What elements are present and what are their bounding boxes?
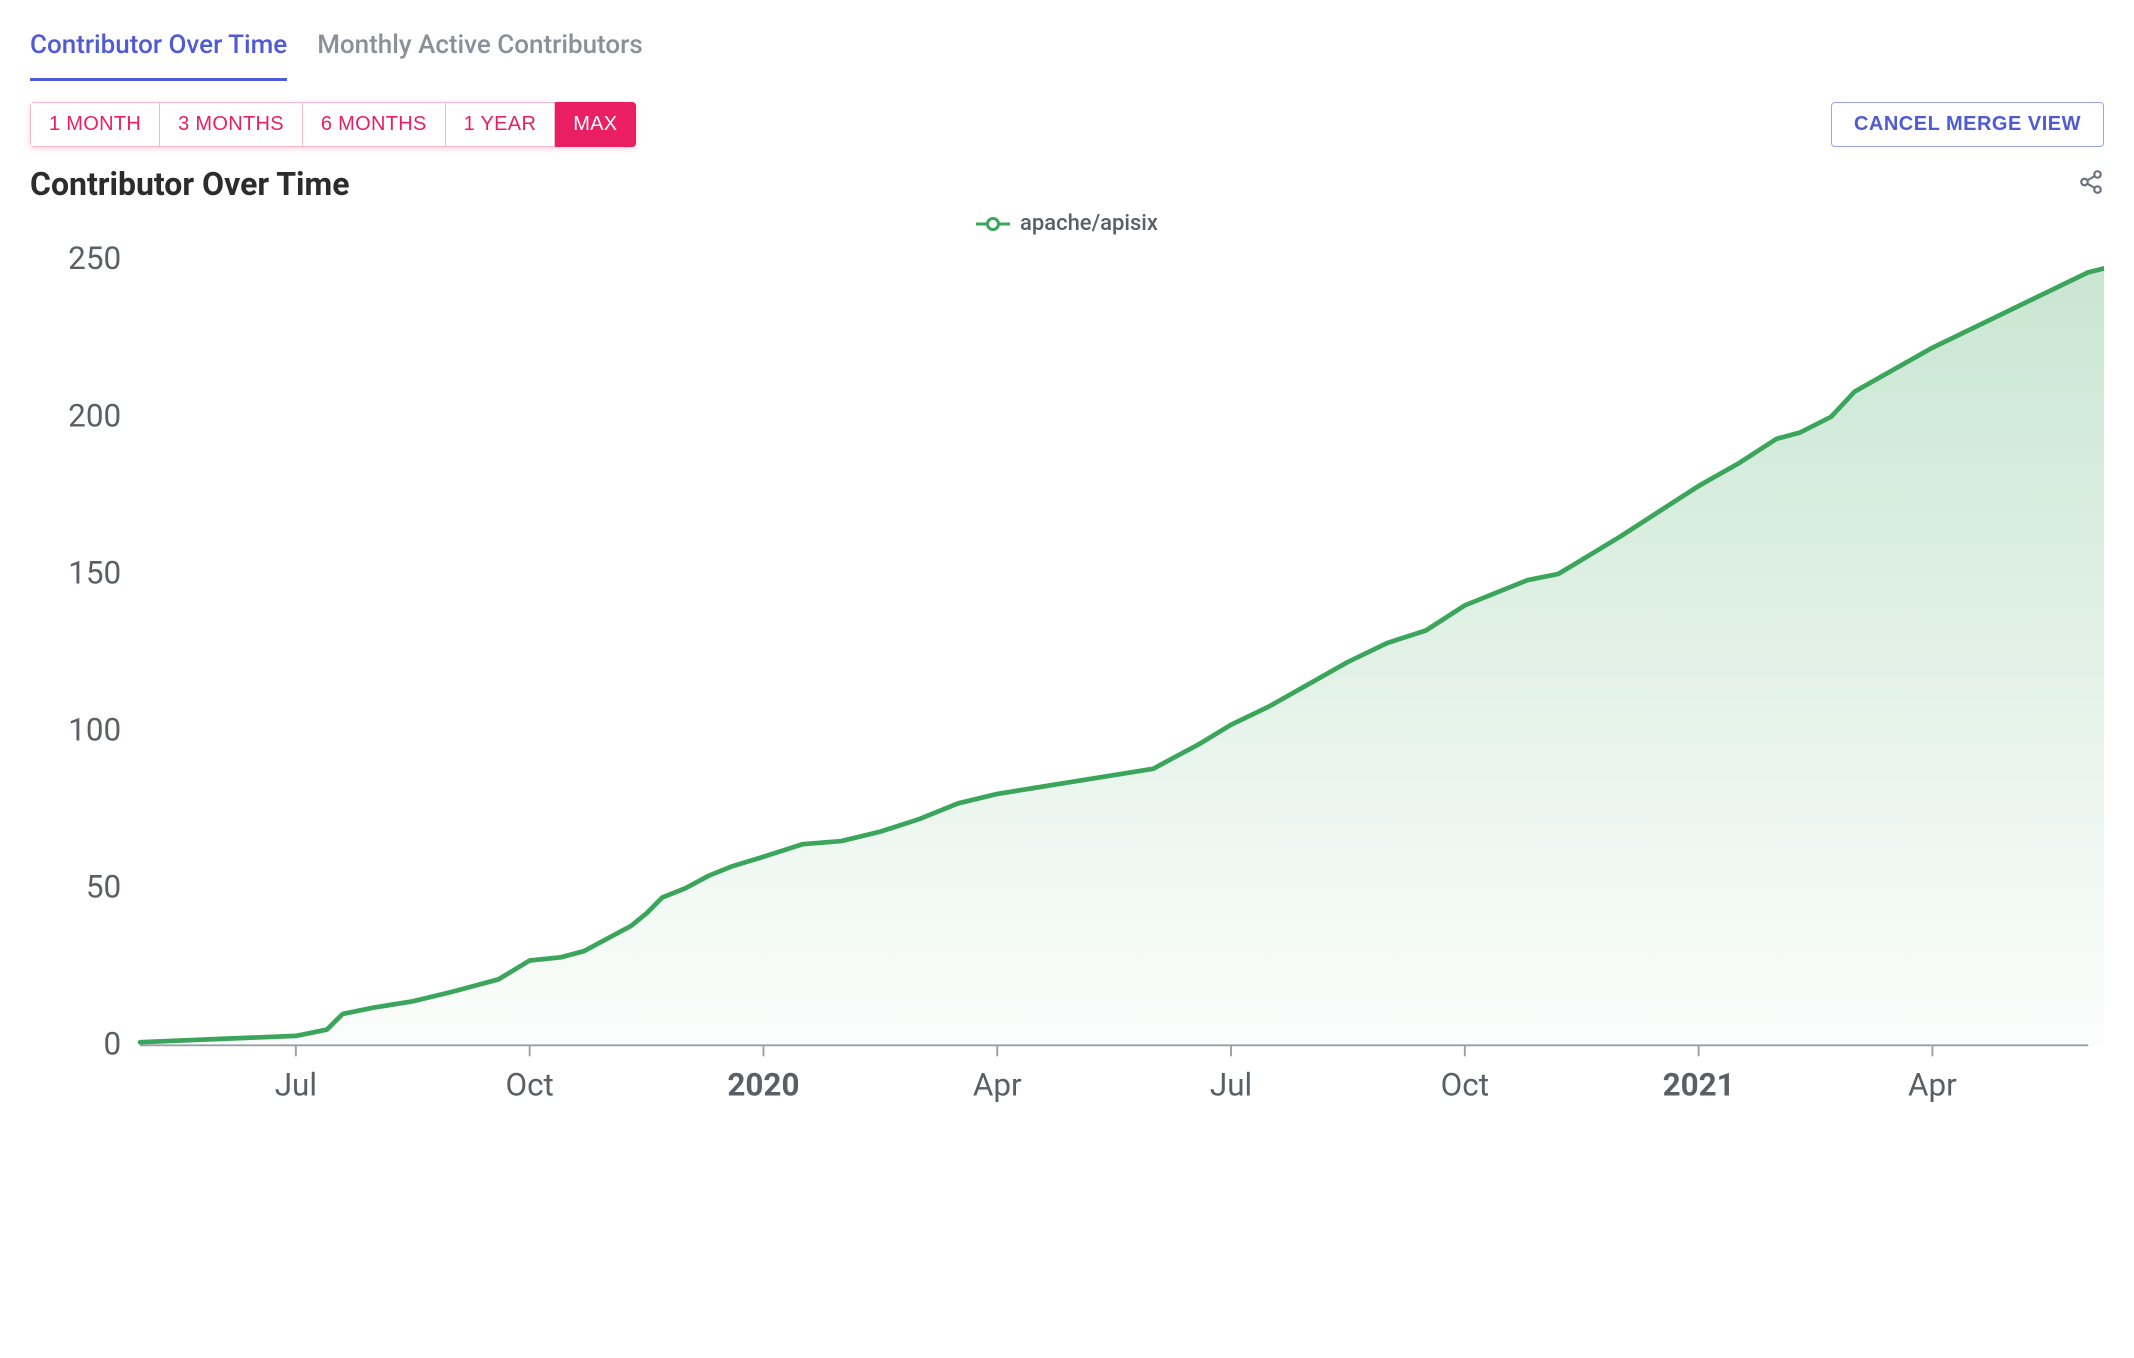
range-3-months[interactable]: 3 MONTHS: [160, 102, 303, 147]
controls-row: 1 MONTH 3 MONTHS 6 MONTHS 1 YEAR MAX CAN…: [30, 102, 2104, 147]
svg-text:Jul: Jul: [275, 1067, 317, 1104]
range-max[interactable]: MAX: [555, 102, 636, 147]
area-chart: 0 50 100 150 200 250 Jul Oct 2020 Apr Jul Oct 2021 Ap…: [30, 244, 2104, 1124]
svg-text:100: 100: [68, 712, 121, 749]
tab-contributor-over-time[interactable]: Contributor Over Time: [30, 20, 287, 81]
title-row: Contributor Over Time: [30, 165, 2104, 203]
svg-text:200: 200: [68, 397, 121, 434]
range-group: 1 MONTH 3 MONTHS 6 MONTHS 1 YEAR MAX: [30, 102, 636, 147]
svg-text:50: 50: [86, 869, 121, 906]
svg-text:Apr: Apr: [973, 1067, 1022, 1104]
chart-legend: apache/apisix: [30, 211, 2104, 236]
svg-text:150: 150: [68, 554, 121, 591]
chart-container: 0 50 100 150 200 250 Jul Oct 2020 Apr Jul Oct 2021 Ap…: [30, 244, 2104, 1124]
chart-title: Contributor Over Time: [30, 165, 350, 203]
svg-text:Apr: Apr: [1908, 1067, 1957, 1104]
cancel-merge-view-button[interactable]: CANCEL MERGE VIEW: [1831, 102, 2104, 147]
range-1-month[interactable]: 1 MONTH: [30, 102, 160, 147]
svg-text:250: 250: [68, 244, 121, 277]
share-icon[interactable]: [2078, 169, 2104, 199]
legend-label: apache/apisix: [1020, 211, 1158, 236]
svg-text:0: 0: [103, 1026, 121, 1063]
range-1-year[interactable]: 1 YEAR: [446, 102, 556, 147]
tabs-bar: Contributor Over Time Monthly Active Con…: [30, 20, 2104, 82]
svg-text:2021: 2021: [1663, 1067, 1735, 1104]
range-6-months[interactable]: 6 MONTHS: [303, 102, 446, 147]
legend-marker-icon: [976, 216, 1010, 232]
svg-text:Oct: Oct: [505, 1067, 553, 1104]
legend-item-apisix[interactable]: apache/apisix: [976, 211, 1158, 236]
svg-text:Oct: Oct: [1441, 1067, 1489, 1104]
svg-text:Jul: Jul: [1210, 1067, 1252, 1104]
svg-text:2020: 2020: [727, 1067, 799, 1104]
tab-monthly-active-contributors[interactable]: Monthly Active Contributors: [317, 20, 643, 81]
